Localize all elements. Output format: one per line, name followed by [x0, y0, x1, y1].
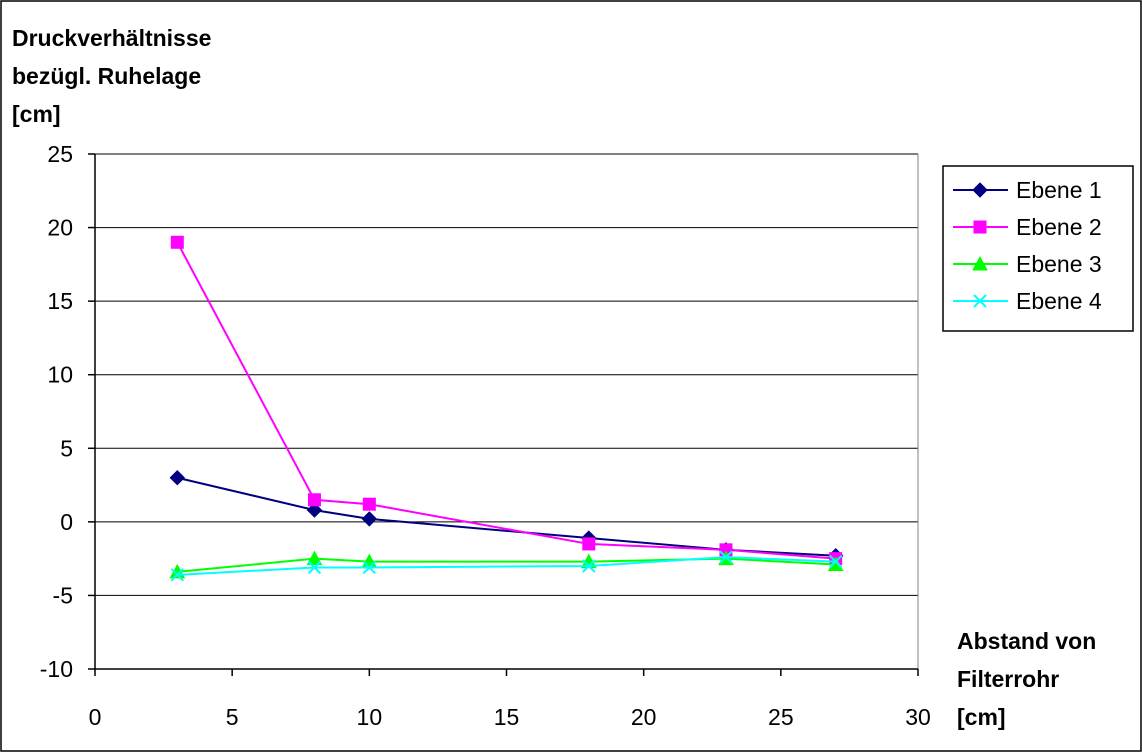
x-tick-label: 10: [357, 704, 383, 730]
x-tick-label: 15: [494, 704, 520, 730]
x-tick-label: 25: [768, 704, 794, 730]
y-axis-title-line-2: bezügl. Ruhelage: [12, 63, 201, 89]
data-point: [583, 538, 595, 550]
legend: Ebene 1 Ebene 2 Ebene 3 Ebene 4: [943, 166, 1133, 331]
y-tick-label: -10: [40, 656, 73, 682]
y-tick-label: -5: [53, 582, 73, 608]
legend-label: Ebene 1: [1016, 177, 1102, 203]
y-tick-label: 5: [60, 435, 73, 461]
plot-area: [95, 154, 918, 669]
legend-marker: [974, 221, 986, 233]
data-point: [171, 236, 183, 248]
legend-label: Ebene 2: [1016, 214, 1102, 240]
y-tick-label: 20: [47, 215, 73, 241]
x-tick-label: 0: [89, 704, 102, 730]
x-axis-title-line-3: [cm]: [957, 704, 1006, 730]
data-point: [308, 494, 320, 506]
y-axis-title-line-1: Druckverhältnisse: [12, 25, 211, 51]
x-tick-label: 30: [905, 704, 931, 730]
x-tick-label: 20: [631, 704, 657, 730]
y-tick-label: 15: [47, 288, 73, 314]
legend-label: Ebene 4: [1016, 288, 1102, 314]
y-tick-label: 10: [47, 362, 73, 388]
x-axis-title-line-2: Filterrohr: [957, 666, 1059, 692]
y-axis-title-line-3: [cm]: [12, 101, 61, 127]
y-tick-label: 0: [60, 509, 73, 535]
x-tick-label: 5: [226, 704, 239, 730]
legend-label: Ebene 3: [1016, 251, 1102, 277]
data-point: [363, 498, 375, 510]
x-axis-title-line-1: Abstand von: [957, 628, 1096, 654]
y-tick-label: 25: [47, 141, 73, 167]
